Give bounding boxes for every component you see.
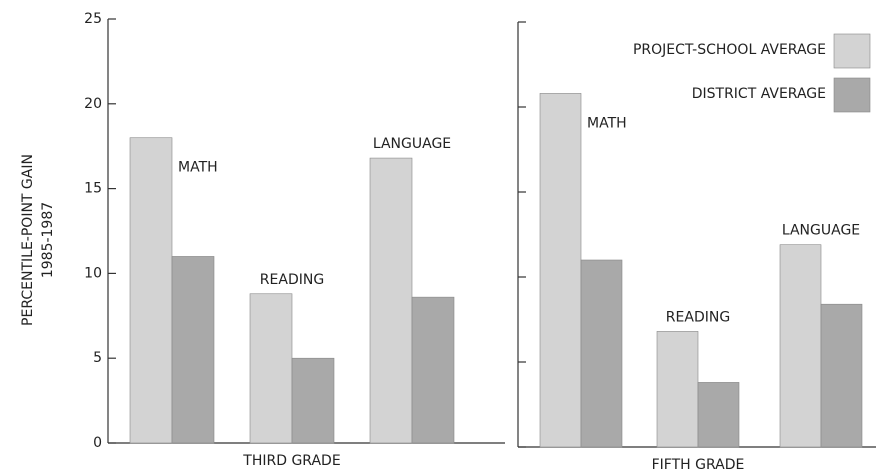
y-tick-label: 20	[84, 96, 102, 112]
bar	[411, 296, 455, 444]
y-axis-label: PERCENTILE-POINT GAIN	[20, 154, 36, 326]
bar	[697, 382, 740, 448]
bar	[129, 137, 173, 444]
x-axis-label: THIRD GRADE	[242, 453, 340, 469]
bar	[580, 259, 623, 448]
y-tick-label: 15	[84, 181, 102, 197]
category-label: LANGUAGE	[373, 136, 451, 152]
category-label: READING	[260, 272, 324, 288]
category-label: MATH	[178, 160, 218, 176]
y-tick-label: 0	[93, 435, 102, 451]
bar	[539, 93, 582, 448]
y-tick-label: 10	[84, 265, 102, 281]
bar	[820, 303, 863, 448]
y-tick-label: 5	[93, 350, 102, 366]
bar	[249, 293, 293, 444]
x-axis-label: FIFTH GRADE	[652, 457, 745, 473]
bar	[171, 256, 215, 444]
bar	[291, 357, 335, 444]
bar	[779, 244, 822, 448]
bar	[656, 331, 699, 448]
legend-swatch	[833, 33, 871, 69]
y-tick-label: 25	[84, 11, 102, 27]
category-label: LANGUAGE	[782, 223, 860, 239]
legend-label: PROJECT-SCHOOL AVERAGE	[633, 42, 826, 58]
legend-swatch	[833, 77, 871, 113]
bar	[369, 157, 413, 444]
legend-label: DISTRICT AVERAGE	[692, 86, 826, 102]
category-label: READING	[666, 309, 730, 325]
y-axis-label: 1985-1987	[40, 202, 56, 278]
category-label: MATH	[587, 115, 627, 131]
